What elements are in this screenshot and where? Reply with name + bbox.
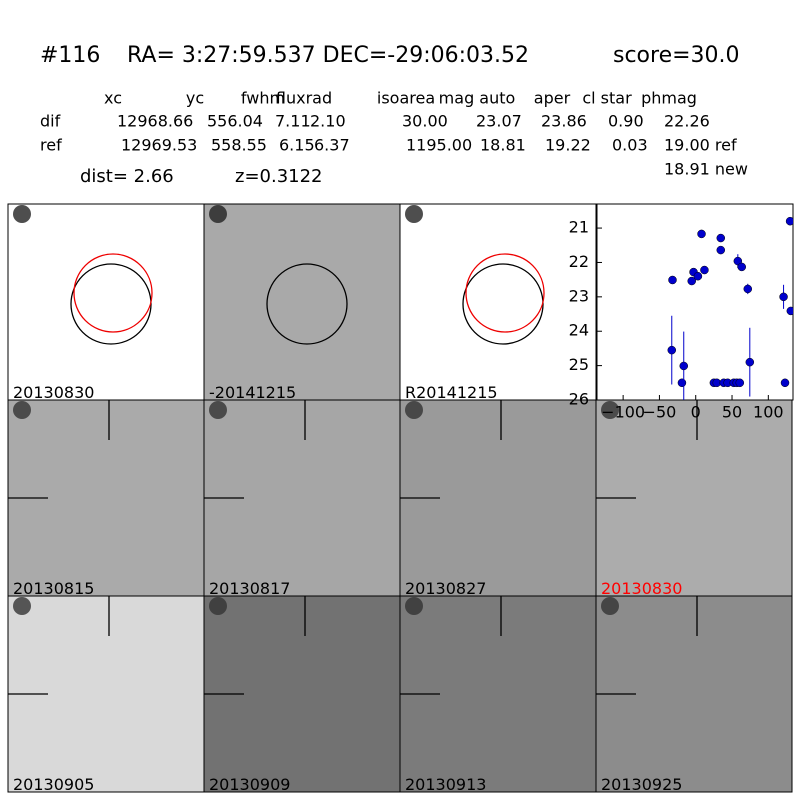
table-cell: 0.90: [608, 112, 644, 131]
data-point: [693, 271, 703, 281]
table-cell: 12968.66: [117, 112, 193, 131]
stamp: [203, 203, 401, 401]
stamp: [7, 595, 205, 793]
stamp: [7, 203, 205, 401]
table-cell: 558.55: [211, 136, 267, 155]
table-cell: 556.04: [207, 112, 263, 131]
data-point: [745, 357, 755, 367]
stamp-label: R20141215: [405, 383, 498, 402]
plot-area: [596, 203, 794, 401]
source-blob: [13, 401, 31, 419]
aperture-ref: [465, 253, 545, 333]
stamp-label: -20141215: [209, 383, 296, 402]
aperture-ref: [73, 253, 153, 333]
stamp-label: 20130830: [601, 579, 682, 598]
stamp-label: 20130913: [405, 775, 486, 794]
redshift: z=0.3122: [235, 166, 323, 187]
data-point: [735, 378, 745, 388]
data-point: [786, 306, 793, 316]
source-blob: [13, 597, 31, 615]
data-point: [779, 292, 788, 302]
data-point: [743, 284, 753, 294]
source-blob: [209, 401, 227, 419]
stamp-label: 20130817: [209, 579, 290, 598]
stamp-label: 20130830: [13, 383, 94, 402]
data-point: [785, 216, 793, 226]
x-tick-label: 100: [753, 403, 784, 422]
y-tick-label: 24: [569, 321, 589, 340]
table-cell: 1195.00: [406, 136, 472, 155]
source-blob: [405, 205, 423, 223]
x-tick-label: −100: [601, 403, 645, 422]
table-cell: 6.37: [314, 136, 350, 155]
table-cell: 12969.53: [121, 136, 197, 155]
table-cell: 30.00: [402, 112, 448, 131]
aperture: [266, 263, 348, 345]
source-blob: [405, 401, 423, 419]
table-cell: 2.10: [310, 112, 346, 131]
y-tick-label: 23: [569, 286, 589, 305]
score: score=30.0: [613, 43, 740, 68]
table-cell: 22.26: [664, 112, 710, 131]
table-cell: 19.22: [545, 136, 591, 155]
data-point: [679, 361, 688, 371]
table-cell: 6.15: [279, 136, 315, 155]
column-header: aper: [534, 89, 571, 108]
column-header: yc: [186, 89, 204, 108]
column-header: cl star: [582, 89, 632, 108]
table-cell: 18.81: [480, 136, 526, 155]
table-cell: 0.03: [612, 136, 648, 155]
source-blob: [601, 597, 619, 615]
column-header: phmag: [641, 89, 697, 108]
x-tick-label: −50: [643, 403, 677, 422]
data-point: [697, 229, 706, 239]
y-tick-label: 21: [569, 218, 589, 237]
x-tick-label: 0: [691, 403, 701, 422]
table-cell: 19.00 ref: [664, 136, 737, 155]
table-cell: 23.07: [476, 112, 522, 131]
stamp-label: 20130815: [13, 579, 94, 598]
source-blob: [601, 401, 619, 419]
source-blob: [209, 597, 227, 615]
stamp-label: 20130827: [405, 579, 486, 598]
coordinates: RA= 3:27:59.537 DEC=-29:06:03.52: [127, 43, 529, 68]
y-tick-label: 25: [569, 355, 589, 374]
series: [667, 216, 793, 400]
data-point: [733, 256, 743, 266]
source-blob: [405, 597, 423, 615]
data-point: [716, 245, 726, 255]
data-point: [737, 262, 746, 272]
row-label: ref: [40, 136, 62, 155]
data-point: [700, 265, 709, 275]
stamp-label: 20130909: [209, 775, 290, 794]
y-tick-label: 26: [569, 390, 589, 409]
data-point: [667, 345, 677, 355]
data-point: [668, 275, 677, 285]
stamp-label: 20130925: [601, 775, 682, 794]
source-blob: [209, 205, 227, 223]
table-cell: 7.11: [275, 112, 311, 131]
candidate-id: #116: [40, 43, 100, 68]
data-point: [687, 276, 696, 286]
stamp-label: 20130905: [13, 775, 94, 794]
column-header: xc: [104, 89, 122, 108]
column-header: fluxrad: [276, 89, 332, 108]
row-label: dif: [40, 112, 61, 131]
data-point: [677, 378, 687, 388]
x-tick-label: 50: [722, 403, 742, 422]
source-blob: [13, 205, 31, 223]
column-header: isoarea: [377, 89, 435, 108]
stamp: [399, 203, 597, 401]
y-tick-label: 22: [569, 252, 589, 271]
distance: dist= 2.66: [80, 166, 174, 187]
new-mag: 18.91 new: [664, 160, 748, 179]
column-header: mag auto: [439, 89, 516, 108]
column-header: fwhm: [241, 89, 285, 108]
data-point: [716, 233, 726, 243]
data-point: [780, 378, 790, 388]
table-cell: 23.86: [541, 112, 587, 131]
